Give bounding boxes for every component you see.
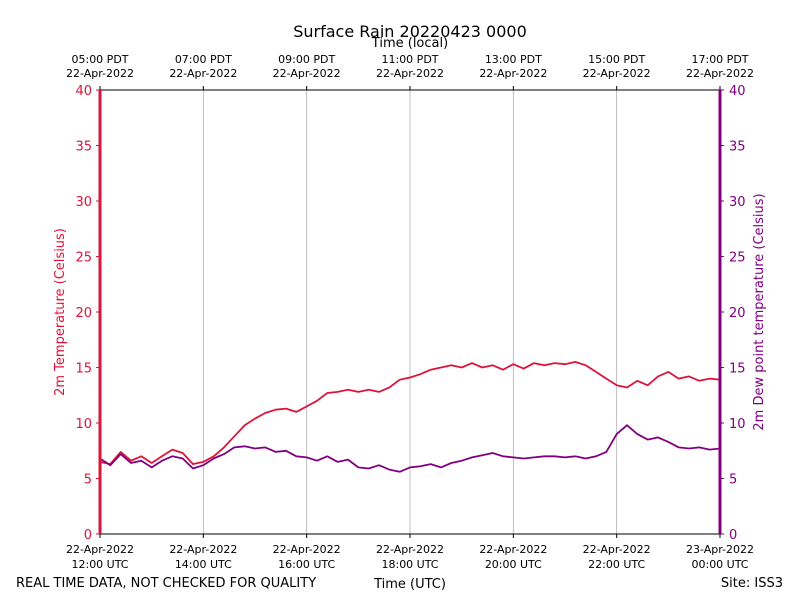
vertical-gridlines (202, 90, 618, 534)
top-tick-label-time: 15:00 PDT (588, 53, 645, 66)
x-tick-label-date: 22-Apr-2022 (273, 543, 341, 556)
y-axis-label-right: 2m Dew point temperature (Celsius) (752, 193, 767, 430)
series-layer (99, 360, 721, 473)
left-tick-label: 15 (75, 362, 92, 377)
x-tick-label-date: 22-Apr-2022 (376, 543, 444, 556)
bottom-x-ticks: 22-Apr-2022 12:00 UTC 22-Apr-2022 14:00 UTC… (66, 534, 754, 571)
right-y-ticks: 0 5 10 15 20 25 30 35 40 (720, 84, 746, 543)
x-tick-label-time: 12:00 UTC (71, 558, 128, 571)
left-tick-label: 0 (84, 528, 92, 543)
x-tick-label-time: 22:00 UTC (588, 558, 645, 571)
right-tick-label: 25 (729, 251, 746, 266)
top-tick-label-date: 22-Apr-2022 (686, 67, 754, 80)
top-tick-label-time: 17:00 PDT (691, 53, 748, 66)
x-axis-label: Time (UTC) (373, 577, 446, 592)
left-tick-label: 5 (84, 473, 92, 488)
x-tick-label-time: 14:00 UTC (175, 558, 232, 571)
top-tick-label-time: 05:00 PDT (71, 53, 128, 66)
top-tick-label-date: 22-Apr-2022 (66, 67, 134, 80)
x-tick-label-date: 22-Apr-2022 (169, 543, 237, 556)
top-tick-label-time: 11:00 PDT (381, 53, 438, 66)
chart-title: Surface Rain 20220423 0000 (293, 22, 527, 41)
top-tick-label-time: 13:00 PDT (485, 53, 542, 66)
left-y-ticks: 0 5 10 15 20 25 30 35 40 (75, 84, 100, 543)
left-tick-label: 35 (75, 140, 92, 155)
right-tick-label: 0 (729, 528, 737, 543)
top-tick-label-date: 22-Apr-2022 (376, 67, 444, 80)
top-tick-label-date: 22-Apr-2022 (273, 67, 341, 80)
temperature-series-line (99, 360, 721, 466)
right-tick-label: 5 (729, 473, 737, 488)
top-tick-label-date: 22-Apr-2022 (479, 67, 547, 80)
site-label: Site: ISS3 (721, 576, 783, 591)
top-tick-label-time: 09:00 PDT (278, 53, 335, 66)
left-tick-label: 10 (75, 417, 92, 432)
left-tick-label: 30 (75, 195, 92, 210)
top-tick-label-date: 22-Apr-2022 (583, 67, 651, 80)
left-tick-label: 25 (75, 251, 92, 266)
x-tick-label-time: 20:00 UTC (485, 558, 542, 571)
x-tick-label-time: 16:00 UTC (278, 558, 335, 571)
left-tick-label: 40 (75, 84, 92, 99)
x-tick-label-date: 22-Apr-2022 (479, 543, 547, 556)
right-tick-label: 30 (729, 195, 746, 210)
quality-note: REAL TIME DATA, NOT CHECKED FOR QUALITY (16, 576, 316, 591)
dewpoint-series-line (99, 424, 721, 473)
left-tick-label: 20 (75, 306, 92, 321)
y-axis-label-left: 2m Temperature (Celsius) (53, 228, 68, 396)
top-tick-label-date: 22-Apr-2022 (169, 67, 237, 80)
right-tick-label: 35 (729, 140, 746, 155)
x-tick-label-time: 18:00 UTC (381, 558, 438, 571)
right-tick-label: 20 (729, 306, 746, 321)
right-tick-label: 15 (729, 362, 746, 377)
x-tick-label-date: 23-Apr-2022 (686, 543, 754, 556)
right-tick-label: 40 (729, 84, 746, 99)
top-tick-label-time: 07:00 PDT (175, 53, 232, 66)
x-tick-label-date: 22-Apr-2022 (583, 543, 651, 556)
top-axis-label: Time (local) (371, 36, 448, 51)
x-tick-label-time: 00:00 UTC (691, 558, 748, 571)
right-tick-label: 10 (729, 417, 746, 432)
x-tick-label-date: 22-Apr-2022 (66, 543, 134, 556)
